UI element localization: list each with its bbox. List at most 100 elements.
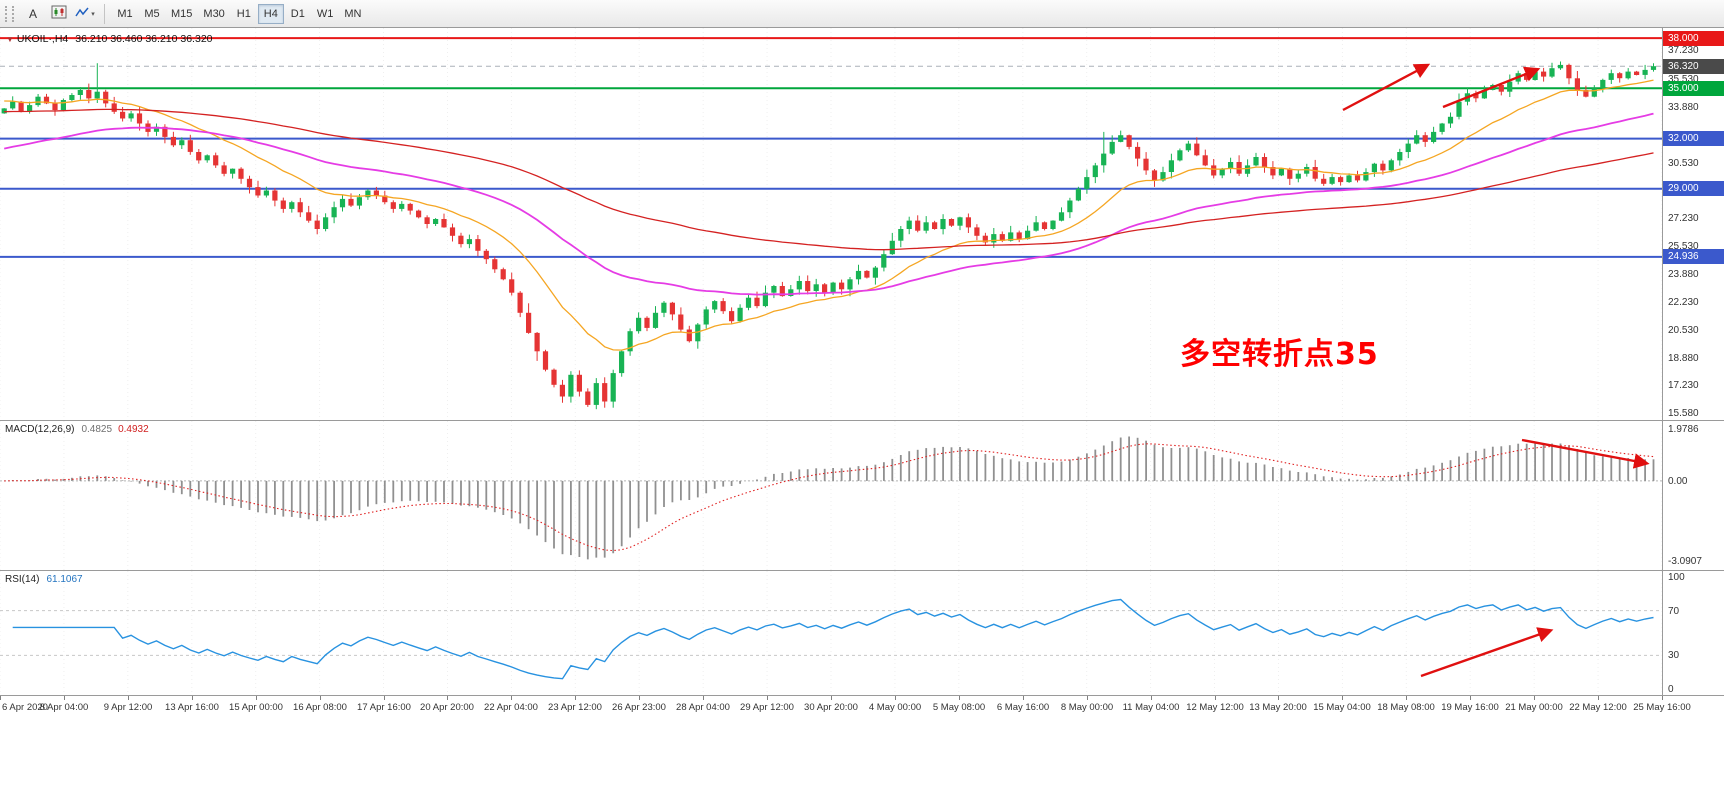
timeframe-h1-button[interactable]: H1 [231, 4, 257, 24]
time-axis-label: 26 Apr 23:00 [612, 702, 666, 713]
price-axis-label: 27.230 [1668, 212, 1699, 224]
panel-divider[interactable] [0, 570, 1724, 571]
chart-collapse-icon[interactable]: ▼ [6, 35, 14, 44]
price-axis-badge: 38.000 [1663, 30, 1724, 46]
timeframe-m5-button[interactable]: M5 [139, 4, 165, 24]
time-axis-label: 29 Apr 12:00 [740, 702, 794, 713]
rsi-panel[interactable]: RSI(14) 61.1067 [0, 571, 1663, 695]
price-axis-label: 33.880 [1668, 101, 1699, 113]
time-axis-tick [320, 696, 321, 700]
time-axis-label: 23 Apr 12:00 [548, 702, 602, 713]
time-axis-tick [511, 696, 512, 700]
price-axis-badge: 24.936 [1663, 249, 1724, 265]
text-label-tool-button[interactable]: A [21, 3, 45, 25]
time-axis-tick [1215, 696, 1216, 700]
time-axis-tick [1662, 696, 1663, 700]
time-axis-label: 5 May 08:00 [932, 702, 986, 713]
time-axis-label: 9 Apr 12:00 [103, 702, 153, 713]
time-axis-tick [192, 696, 193, 700]
price-axis-badge: 36.320 [1663, 58, 1724, 74]
time-axis-tick [1278, 696, 1279, 700]
rsi-axis-label: 30 [1668, 650, 1680, 662]
time-axis-tick [959, 696, 960, 700]
macd-panel[interactable]: MACD(12,26,9) 0.4825 0.4932 [0, 421, 1663, 570]
price-axis-badge: 29.000 [1663, 181, 1724, 197]
rsi-value: 61.1067 [46, 574, 83, 585]
time-axis-tick [1406, 696, 1407, 700]
macd-axis-label: -3.0907 [1668, 556, 1702, 567]
time-axis-label: 22 May 12:00 [1569, 702, 1627, 713]
symbol-ohlc-values: 36.210 36.460 36.210 36.320 [75, 33, 213, 45]
macd-main-value: 0.4825 [81, 424, 113, 435]
rsi-svg [0, 571, 1663, 695]
price-axis-separator [1662, 28, 1663, 695]
symbol-info-bar: ▼ UKOIL·,H4 36.210 36.460 36.210 36.320 [6, 33, 213, 45]
time-axis-label: 13 Apr 16:00 [165, 702, 219, 713]
time-axis-tick [256, 696, 257, 700]
timeframe-d1-button[interactable]: D1 [285, 4, 311, 24]
main-chart-svg [0, 28, 1663, 420]
time-axis-tick [128, 696, 129, 700]
timeframe-m15-button[interactable]: M15 [166, 4, 197, 24]
price-axis-label: 35.530 [1668, 73, 1699, 85]
timeframe-w1-button[interactable]: W1 [312, 4, 339, 24]
time-axis-tick [703, 696, 704, 700]
time-axis-tick [1598, 696, 1599, 700]
price-axis-label: 25.530 [1668, 241, 1699, 253]
time-axis-tick [0, 696, 1, 700]
time-axis-label: 20 Apr 20:00 [420, 702, 474, 713]
time-axis-label: 8 May 00:00 [1060, 702, 1114, 713]
price-axis-label: 18.880 [1668, 352, 1699, 364]
price-axis[interactable]: 37.230 35.530 33.880 30.530 27.230 25.530 23.8… [1663, 28, 1724, 695]
time-axis-label: 13 May 20:00 [1249, 702, 1307, 713]
chevron-down-icon: ▾ [91, 10, 95, 18]
time-axis-tick [1151, 696, 1152, 700]
rsi-axis-label: 100 [1668, 572, 1685, 583]
price-axis-label: 30.530 [1668, 157, 1699, 169]
time-axis-label: 4 May 00:00 [868, 702, 922, 713]
timeframe-m1-button[interactable]: M1 [112, 4, 138, 24]
price-axis-label: 17.230 [1668, 380, 1699, 392]
time-axis-tick [1023, 696, 1024, 700]
time-axis-tick [1087, 696, 1088, 700]
time-axis-label: 16 Apr 08:00 [293, 702, 347, 713]
price-axis-label: 37.230 [1668, 45, 1699, 57]
toolbar-handle[interactable] [5, 5, 14, 22]
macd-axis-label: 0.00 [1668, 475, 1688, 487]
panel-divider[interactable] [0, 420, 1724, 421]
main-chart-panel[interactable]: ▼ UKOIL·,H4 36.210 36.460 36.210 36.320 多空… [0, 28, 1663, 420]
time-axis-label: 12 May 12:00 [1186, 702, 1244, 713]
time-axis-tick [384, 696, 385, 700]
chart-window-button[interactable] [47, 3, 71, 25]
toolbar-separator [104, 3, 105, 24]
time-axis-tick [767, 696, 768, 700]
price-axis-label: 15.580 [1668, 408, 1699, 420]
candlestick-chart-icon [51, 5, 67, 22]
timeframe-m30-button[interactable]: M30 [198, 4, 229, 24]
timeframe-mn-button[interactable]: MN [339, 4, 366, 24]
macd-label-row: MACD(12,26,9) 0.4825 0.4932 [5, 424, 149, 435]
macd-svg [0, 421, 1663, 570]
time-axis-tick [575, 696, 576, 700]
time-axis-label: 11 May 04:00 [1122, 702, 1180, 713]
chart-text-annotation[interactable]: 多空转折点35 [1180, 337, 1379, 372]
macd-signal-value: 0.4932 [118, 424, 149, 435]
rsi-axis-label: 0 [1668, 684, 1674, 695]
price-axis-label: 20.530 [1668, 325, 1699, 337]
time-axis-tick [1342, 696, 1343, 700]
indicators-button[interactable]: ▾ [73, 3, 97, 25]
time-axis[interactable]: 6 Apr 2020 8 Apr 04:00 9 Apr 12:00 13 Apr 1… [0, 695, 1724, 717]
text-tool-icon: A [28, 6, 37, 21]
timeframe-h4-button[interactable]: H4 [257, 3, 284, 24]
time-axis-tick [831, 696, 832, 700]
rsi-title: RSI(14) [5, 574, 40, 585]
time-axis-label: 15 Apr 00:00 [229, 702, 283, 713]
time-axis-label: 6 May 16:00 [996, 702, 1050, 713]
symbol-title: UKOIL·,H4 [16, 33, 69, 45]
time-axis-label: 28 Apr 04:00 [676, 702, 730, 713]
timeframe-group: M1 M5 M15 M30 H1 H4 D1 W1 MN [112, 3, 366, 24]
time-axis-label: 30 Apr 20:00 [804, 702, 858, 713]
time-axis-label: 8 Apr 04:00 [39, 702, 89, 713]
time-axis-tick [64, 696, 65, 700]
